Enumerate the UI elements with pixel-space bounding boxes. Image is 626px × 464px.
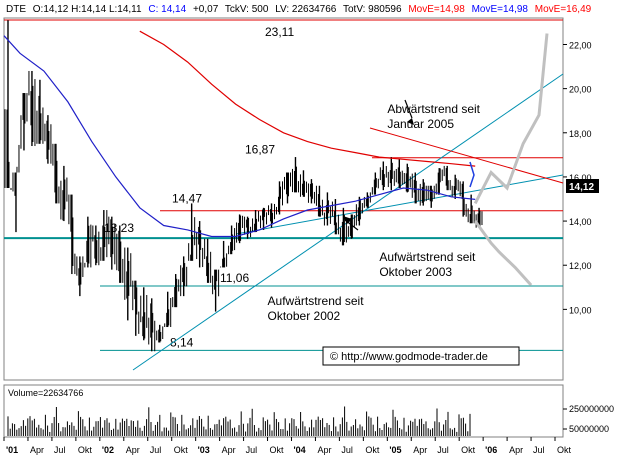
x-tick-label: '04: [293, 445, 305, 455]
x-tick-label: Apr: [509, 445, 523, 455]
level-label: 14,47: [172, 192, 202, 206]
y-tick-label: 20,00: [569, 85, 592, 95]
x-tick-label: Okt: [270, 445, 285, 455]
y-tick-label: 16,00: [569, 173, 592, 183]
annotation-arrow-downtrend: [404, 99, 413, 119]
x-tick-label: Apr: [317, 445, 331, 455]
x-tick-label: Apr: [30, 445, 44, 455]
y-tick-label: 18,00: [569, 129, 592, 139]
volume-tick-label: 250000000: [569, 404, 614, 414]
copyright-text: © http://www.godmode-trader.de: [330, 351, 488, 363]
y-tick-label: 22,00: [569, 40, 592, 50]
annotation-text: Aufwärtstrend seit Oktober 2003: [379, 250, 476, 279]
current-price-text: 14,12: [569, 182, 594, 193]
x-tick-label: Jul: [437, 445, 449, 455]
annotation-line: Januar 2005: [387, 117, 454, 131]
level-label: 16,87: [245, 143, 275, 157]
x-tick-label: Okt: [78, 445, 93, 455]
annotation-text: Abwärtstrend seit Januar 2005: [387, 102, 480, 131]
x-tick-label: Okt: [174, 445, 189, 455]
x-tick-label: '02: [102, 445, 114, 455]
x-tick-label: Jul: [341, 445, 353, 455]
moving-average-slow: [139, 30, 476, 167]
y-tick-label: 10,00: [569, 305, 592, 315]
moving-average-fast: [3, 35, 476, 238]
x-tick-label: Jul: [246, 445, 258, 455]
blue-arrow-marker: [469, 161, 475, 188]
x-tick-label: Okt: [365, 445, 380, 455]
x-tick-label: '05: [389, 445, 401, 455]
x-tick-label: '01: [6, 445, 18, 455]
projection-down: [473, 220, 533, 287]
annotation-line: Abwärtstrend seit: [387, 102, 480, 116]
annotation-line: Oktober 2002: [268, 309, 341, 323]
downtrend-line-2005: [369, 127, 564, 184]
x-tick-label: '06: [485, 445, 497, 455]
level-label: 11,06: [220, 271, 249, 285]
x-tick-label: Jul: [54, 445, 66, 455]
x-tick-label: Jul: [533, 445, 545, 455]
annotation-line: Oktober 2003: [379, 265, 452, 279]
volume-tick-label: 50000000: [569, 424, 609, 434]
annotation-line: Aufwärtstrend seit: [268, 294, 365, 308]
level-label: 23,11: [265, 25, 294, 39]
x-tick-label: Apr: [413, 445, 427, 455]
volume-label: Volume=22634766: [8, 388, 83, 398]
arrowhead-uptrend-2003: [343, 216, 352, 224]
annotation-line: Aufwärtstrend seit: [379, 250, 476, 264]
level-label: 8,14: [170, 335, 194, 349]
x-tick-label: Okt: [461, 445, 476, 455]
copyright-box: [322, 346, 520, 366]
projection-up: [473, 33, 549, 205]
x-tick-label: Apr: [222, 445, 236, 455]
x-tick-label: Apr: [126, 445, 140, 455]
y-tick-label: 14,00: [569, 217, 592, 227]
current-price-tag: [566, 179, 599, 193]
x-tick-label: '03: [198, 445, 210, 455]
arrowhead-downtrend: [407, 118, 414, 125]
header-line: DTE O:14,12 H:14,14 L:14,11 C: 14,14 +0,…: [6, 4, 592, 15]
y-tick-label: 12,00: [569, 261, 592, 271]
x-tick-label: Okt: [557, 445, 572, 455]
annotation-text: Aufwärtstrend seit Oktober 2002: [268, 294, 365, 323]
x-tick-label: Jul: [150, 445, 162, 455]
